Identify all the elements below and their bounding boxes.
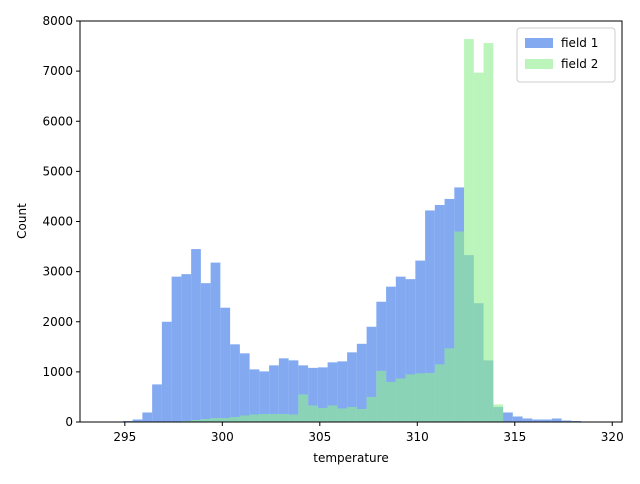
bar bbox=[220, 308, 230, 422]
bar bbox=[367, 397, 377, 422]
bar bbox=[162, 322, 172, 422]
x-tick-label: 295 bbox=[113, 430, 136, 444]
x-tick-label: 315 bbox=[503, 430, 526, 444]
y-tick-label: 2000 bbox=[42, 315, 73, 329]
bar bbox=[201, 283, 211, 422]
bar bbox=[269, 414, 279, 422]
bar bbox=[250, 414, 260, 422]
bar bbox=[308, 405, 318, 422]
bar bbox=[406, 374, 416, 422]
bar bbox=[503, 412, 513, 422]
y-tick-label: 6000 bbox=[42, 114, 73, 128]
bar bbox=[337, 408, 347, 422]
y-tick-label: 5000 bbox=[42, 164, 73, 178]
bar bbox=[211, 418, 221, 422]
bar bbox=[552, 418, 562, 422]
bar bbox=[474, 73, 484, 422]
x-tick-label: 305 bbox=[308, 430, 331, 444]
y-tick-label: 7000 bbox=[42, 64, 73, 78]
bar bbox=[415, 373, 425, 422]
x-tick-label: 310 bbox=[406, 430, 429, 444]
bar bbox=[357, 409, 367, 422]
bar bbox=[328, 405, 338, 422]
y-axis-label: Count bbox=[15, 203, 29, 239]
x-tick-label: 320 bbox=[601, 430, 624, 444]
bar bbox=[298, 394, 308, 422]
legend-label: field 1 bbox=[561, 36, 598, 50]
bar bbox=[289, 360, 299, 422]
bar bbox=[376, 371, 386, 422]
bar bbox=[396, 378, 406, 422]
bar bbox=[347, 407, 357, 422]
bar bbox=[142, 412, 152, 422]
y-tick-label: 0 bbox=[65, 415, 73, 429]
bar bbox=[445, 348, 455, 422]
bar bbox=[230, 344, 240, 422]
bar bbox=[279, 358, 289, 422]
bar bbox=[454, 232, 464, 422]
bar bbox=[220, 418, 230, 422]
y-tick-label: 4000 bbox=[42, 215, 73, 229]
y-tick-label: 8000 bbox=[42, 14, 73, 28]
legend-swatch bbox=[525, 59, 553, 69]
bar bbox=[425, 373, 435, 422]
bar bbox=[172, 277, 182, 422]
bar bbox=[230, 417, 240, 422]
bar bbox=[386, 382, 396, 422]
y-tick-label: 3000 bbox=[42, 265, 73, 279]
bar bbox=[484, 43, 494, 422]
bar bbox=[250, 369, 260, 422]
x-axis-label: temperature bbox=[313, 451, 388, 465]
bar bbox=[269, 365, 279, 422]
bar bbox=[435, 364, 445, 422]
bar bbox=[493, 404, 503, 422]
legend-label: field 2 bbox=[561, 57, 598, 71]
bar bbox=[181, 274, 191, 422]
x-tick-label: 300 bbox=[211, 430, 234, 444]
bar bbox=[211, 263, 221, 422]
legend: field 1 field 2 bbox=[517, 28, 615, 82]
bar bbox=[523, 418, 533, 422]
bar bbox=[279, 414, 289, 422]
legend-swatch bbox=[525, 38, 553, 48]
y-tick-label: 1000 bbox=[42, 365, 73, 379]
bar bbox=[513, 416, 523, 422]
bar bbox=[152, 384, 162, 422]
bar bbox=[240, 353, 250, 422]
bar bbox=[318, 408, 328, 422]
bar bbox=[191, 249, 201, 422]
bar bbox=[289, 414, 299, 422]
bar bbox=[259, 414, 269, 422]
bar bbox=[464, 39, 474, 422]
bar bbox=[240, 415, 250, 422]
